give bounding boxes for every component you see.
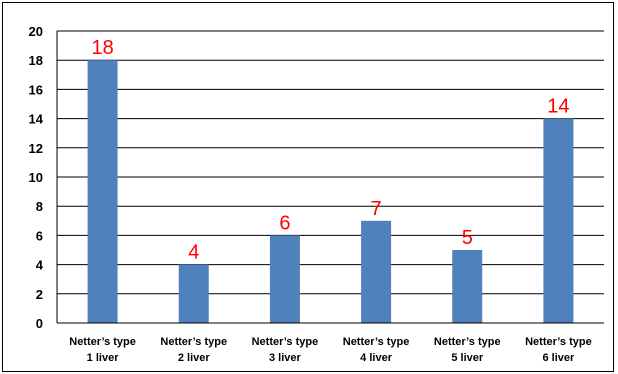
- x-category-label: Netter’s type: [69, 336, 136, 348]
- y-tick-label: 16: [29, 82, 43, 97]
- data-label: 4: [188, 242, 199, 264]
- x-category-label: Netter’s type: [160, 336, 227, 348]
- y-tick-label: 18: [29, 53, 43, 68]
- bar: [178, 264, 209, 323]
- bars: [87, 60, 574, 323]
- data-label: 7: [371, 198, 382, 220]
- x-category-label: Netter’s type: [343, 336, 410, 348]
- bar: [269, 235, 300, 323]
- x-category-label: 3 liver: [269, 352, 302, 364]
- y-tick-label: 4: [36, 258, 44, 273]
- data-label: 14: [547, 96, 569, 118]
- y-tick-label: 2: [36, 287, 43, 302]
- x-category-label: 4 liver: [360, 352, 393, 364]
- y-tick-label: 14: [29, 112, 44, 127]
- y-tick-label: 0: [36, 316, 43, 331]
- y-tick-label: 6: [36, 228, 43, 243]
- x-category-label: Netter’s type: [252, 336, 319, 348]
- data-labels: 18 4 6 7 5 14: [91, 37, 569, 263]
- data-label: 18: [91, 37, 113, 59]
- bar: [87, 60, 118, 323]
- bar: [361, 220, 392, 323]
- bar: [452, 250, 483, 323]
- y-tick-label: 8: [36, 199, 43, 214]
- data-label: 5: [462, 227, 473, 249]
- x-category-label: 5 liver: [451, 352, 484, 364]
- chart-frame: 0 2 4 6 8 10 12 14 16 18 20 Netter’s type 1 liver Net…: [2, 2, 614, 372]
- y-tick-label: 12: [29, 141, 43, 156]
- axes: 0 2 4 6 8 10 12 14 16 18 20 Netter’s type 1 liver Net…: [29, 24, 604, 364]
- x-category-label: Netter’s type: [525, 336, 592, 348]
- data-label: 6: [279, 212, 290, 234]
- x-category-label: 6 liver: [543, 352, 576, 364]
- bar: [543, 118, 574, 323]
- x-category-label: 2 liver: [178, 352, 211, 364]
- y-tick-label: 10: [29, 170, 43, 185]
- x-category-label: Netter’s type: [434, 336, 501, 348]
- gridlines: [57, 30, 604, 295]
- x-category-label: 1 liver: [87, 352, 120, 364]
- y-tick-label: 20: [29, 24, 43, 39]
- bar-chart: 0 2 4 6 8 10 12 14 16 18 20 Netter’s type 1 liver Net…: [29, 24, 604, 364]
